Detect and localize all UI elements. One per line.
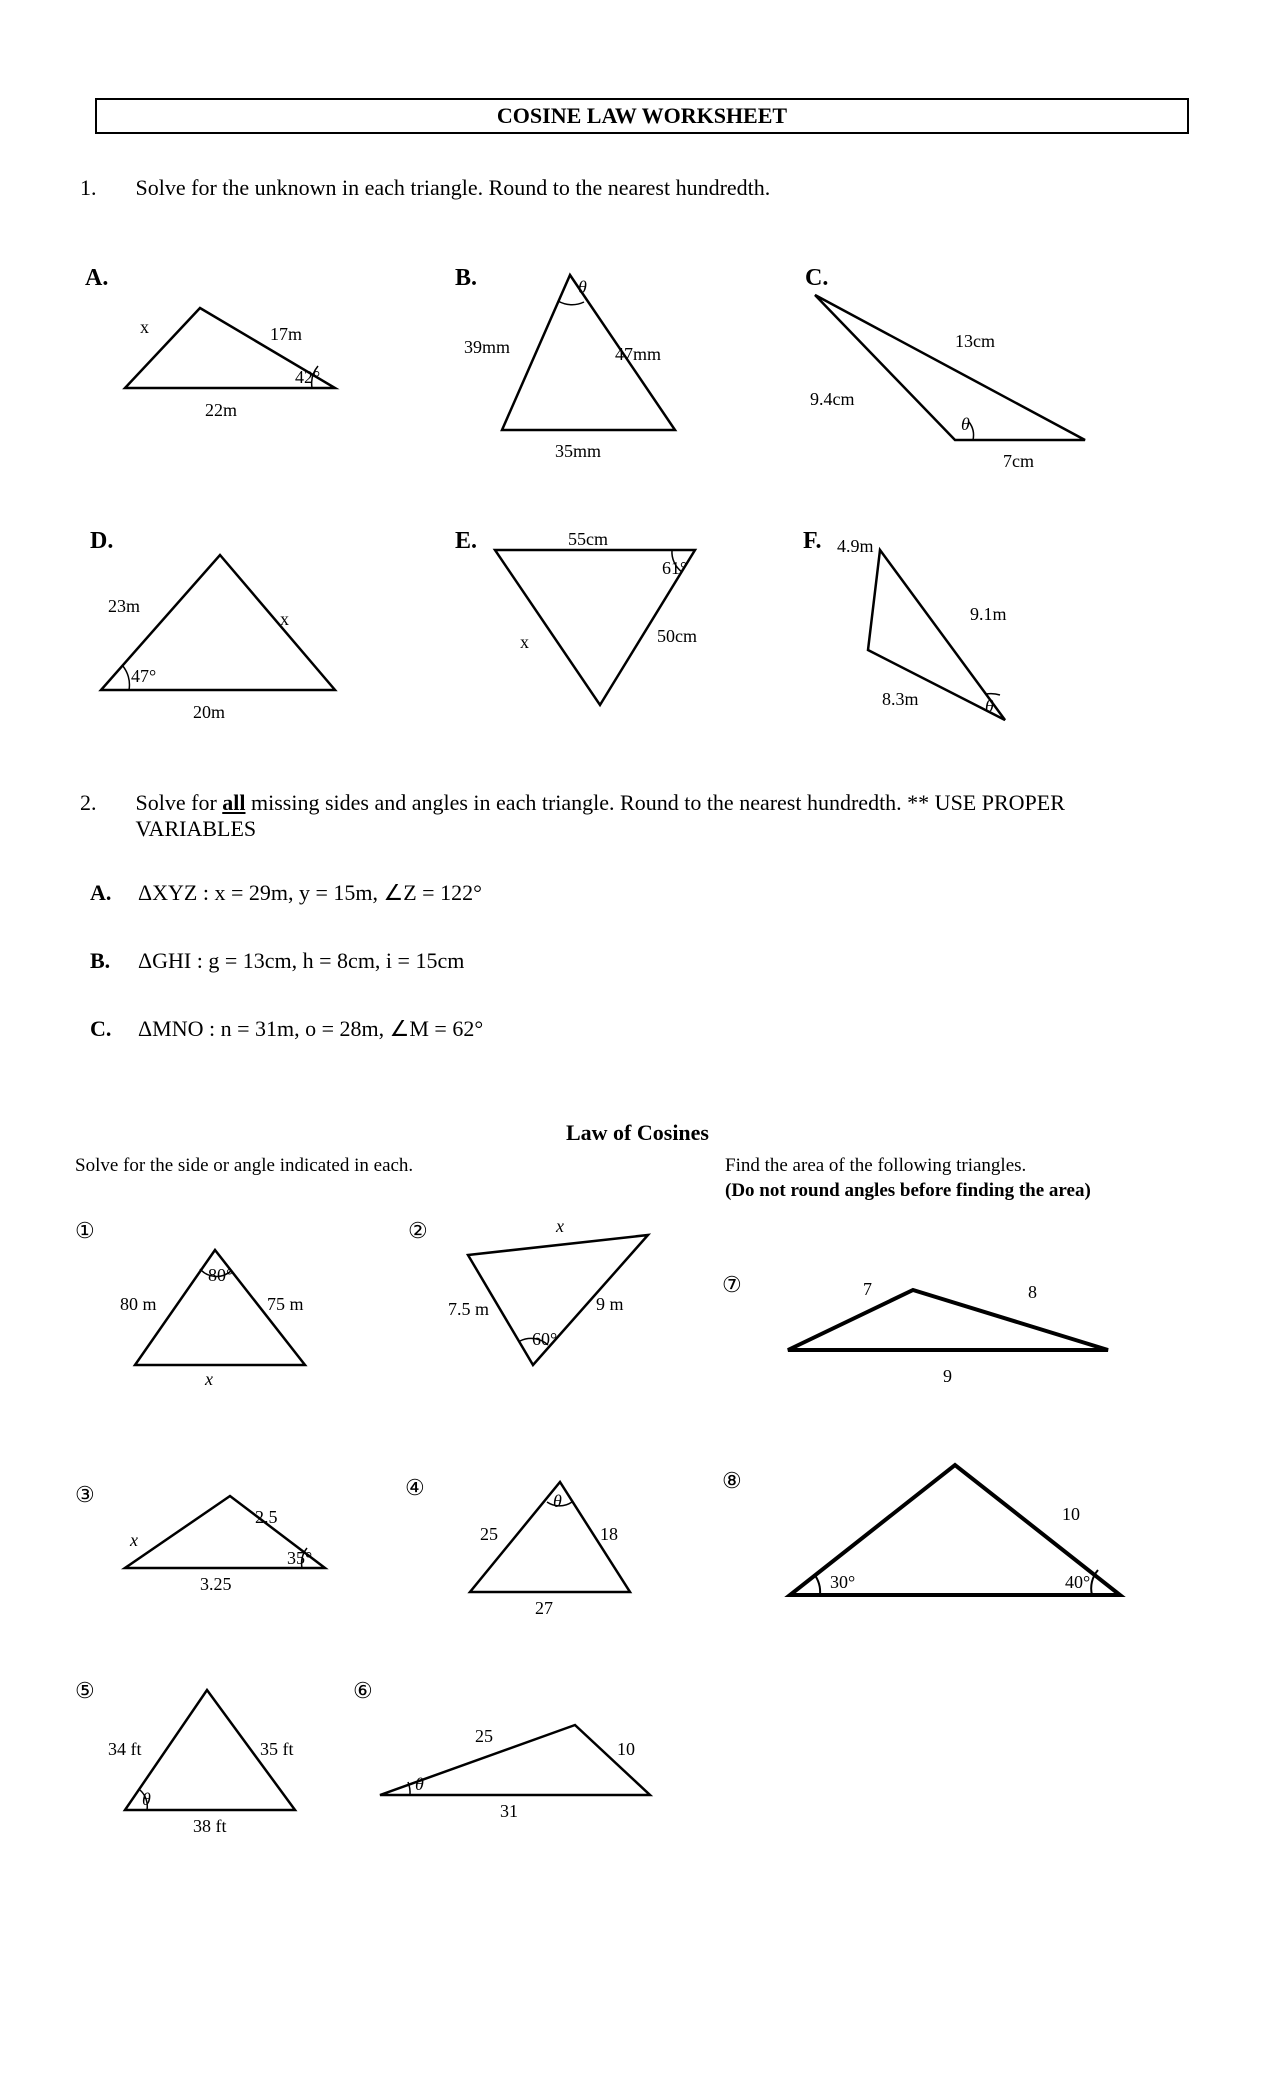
circled-4: ④ [405, 1475, 425, 1501]
svg-text:θ: θ [961, 414, 970, 434]
svg-text:38 ft: 38 ft [193, 1816, 227, 1836]
q2-B: B.ΔGHI : g = 13cm, h = 8cm, i = 15cm [90, 948, 464, 974]
triangle-A: x 17m 42° 22m [100, 288, 370, 443]
svg-text:80 m: 80 m [120, 1294, 157, 1314]
svg-text:7.5 m: 7.5 m [448, 1299, 489, 1319]
svg-text:23m: 23m [108, 596, 140, 616]
svg-text:40°: 40° [1065, 1572, 1090, 1592]
svg-text:9: 9 [943, 1366, 952, 1386]
svg-text:17m: 17m [270, 324, 302, 344]
svg-text:9 m: 9 m [596, 1294, 624, 1314]
question-1: 1. Solve for the unknown in each triangl… [80, 175, 770, 201]
q2-text: Solve for all missing sides and angles i… [136, 790, 1156, 842]
svg-text:34 ft: 34 ft [108, 1739, 142, 1759]
problem-6: 25 10 θ 31 [360, 1700, 680, 1835]
svg-text:47mm: 47mm [615, 344, 661, 364]
svg-text:2.5: 2.5 [255, 1507, 278, 1527]
circled-3: ③ [75, 1482, 95, 1508]
triangle-B: θ 39mm 47mm 35mm [460, 255, 740, 480]
svg-text:75 m: 75 m [267, 1294, 304, 1314]
svg-text:47°: 47° [131, 666, 156, 686]
svg-text:25: 25 [480, 1524, 498, 1544]
instr-right-2: (Do not round angles before finding the … [725, 1180, 1091, 1202]
svg-text:θ: θ [578, 277, 587, 297]
svg-text:61°: 61° [662, 558, 687, 578]
svg-text:10: 10 [1062, 1504, 1080, 1524]
triangle-F: 4.9m 9.1m 8.3m θ [830, 530, 1090, 755]
worksheet-title: COSINE LAW WORKSHEET [95, 98, 1189, 134]
instr-left: Solve for the side or angle indicated in… [75, 1155, 413, 1177]
circled-8: ⑧ [722, 1468, 742, 1494]
svg-text:42°: 42° [295, 367, 320, 387]
q2-C: C.ΔMNO : n = 31m, o = 28m, ∠M = 62° [90, 1016, 483, 1042]
label-F: F. [803, 528, 821, 555]
svg-text:25: 25 [475, 1726, 493, 1746]
problem-5: 34 ft 35 ft θ 38 ft [95, 1670, 325, 1850]
svg-text:80°: 80° [208, 1265, 233, 1285]
svg-text:8: 8 [1028, 1282, 1037, 1302]
problem-1: 80 m 80° 75 m x [105, 1225, 335, 1405]
circled-1: ① [75, 1218, 95, 1244]
svg-text:35°: 35° [287, 1548, 312, 1568]
q2-number: 2. [80, 790, 130, 816]
problem-2: x 7.5 m 9 m 60° [438, 1215, 678, 1395]
problem-4: θ 25 18 27 [440, 1462, 660, 1632]
circled-5: ⑤ [75, 1678, 95, 1704]
q2-A: A.ΔXYZ : x = 29m, y = 15m, ∠Z = 122° [90, 880, 482, 906]
circled-2: ② [408, 1218, 428, 1244]
svg-text:x: x [520, 632, 529, 652]
svg-text:7: 7 [863, 1279, 872, 1299]
svg-text:31: 31 [500, 1801, 518, 1821]
svg-text:18: 18 [600, 1524, 618, 1544]
svg-text:9.4cm: 9.4cm [810, 389, 855, 409]
svg-text:θ: θ [415, 1774, 424, 1794]
svg-text:50cm: 50cm [657, 626, 697, 646]
svg-text:39mm: 39mm [464, 337, 510, 357]
svg-text:30°: 30° [830, 1572, 855, 1592]
question-2: 2. Solve for all missing sides and angle… [80, 790, 1170, 842]
q1-number: 1. [80, 175, 130, 201]
svg-text:x: x [555, 1216, 564, 1236]
svg-text:x: x [280, 609, 289, 629]
svg-text:8.3m: 8.3m [882, 689, 919, 709]
svg-text:35mm: 35mm [555, 441, 601, 461]
svg-text:13cm: 13cm [955, 331, 995, 351]
svg-text:35 ft: 35 ft [260, 1739, 294, 1759]
triangle-D: 23m x 47° 20m [75, 530, 365, 745]
svg-text:x: x [140, 317, 149, 337]
section2-title: Law of Cosines [0, 1120, 1275, 1146]
triangle-E: 55cm 61° x 50cm [465, 530, 745, 735]
triangle-C: 13cm 9.4cm θ 7cm [785, 275, 1105, 490]
problem-3: x 2.5 35° 3.25 [100, 1468, 360, 1618]
svg-text:x: x [129, 1530, 138, 1550]
q1-text: Solve for the unknown in each triangle. … [136, 175, 771, 200]
svg-text:3.25: 3.25 [200, 1574, 232, 1594]
svg-text:10: 10 [617, 1739, 635, 1759]
svg-text:x: x [204, 1369, 213, 1389]
svg-text:55cm: 55cm [568, 530, 608, 549]
svg-text:θ: θ [985, 696, 994, 716]
svg-text:20m: 20m [193, 702, 225, 722]
circled-7: ⑦ [722, 1272, 742, 1298]
problem-8: 10 30° 40° [760, 1440, 1150, 1635]
svg-text:7cm: 7cm [1003, 451, 1034, 471]
svg-text:9.1m: 9.1m [970, 604, 1007, 624]
svg-text:27: 27 [535, 1598, 553, 1618]
svg-text:4.9m: 4.9m [837, 536, 874, 556]
instr-right-1: Find the area of the following triangles… [725, 1155, 1026, 1177]
svg-text:θ: θ [553, 1491, 562, 1511]
problem-7: 7 8 9 [768, 1250, 1138, 1425]
svg-text:22m: 22m [205, 400, 237, 420]
